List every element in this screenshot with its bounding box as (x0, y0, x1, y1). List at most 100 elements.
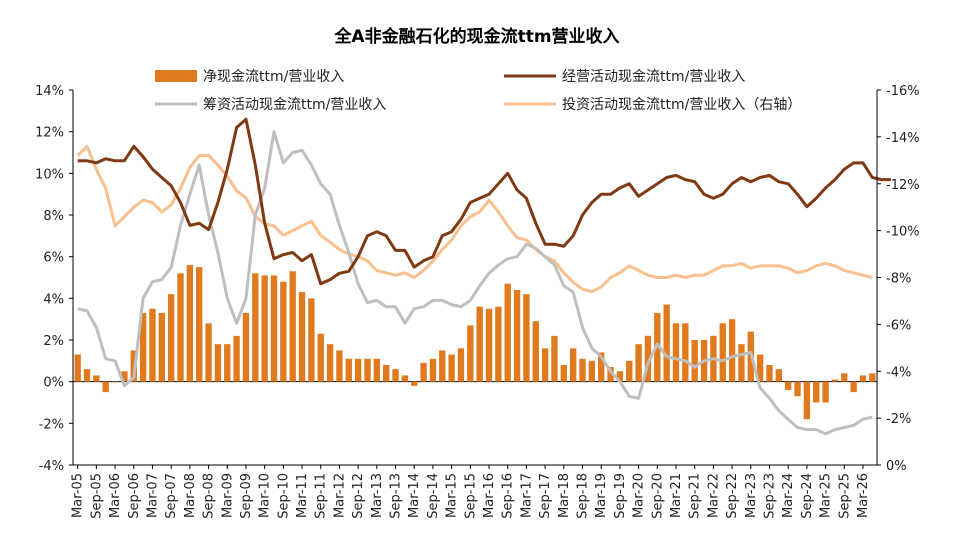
bar-net-cash (111, 381, 119, 383)
bar-net-cash (448, 354, 455, 382)
x-tick-label: Sep-20 (650, 473, 665, 519)
bar-net-cash (457, 348, 465, 382)
bar-net-cash (196, 267, 203, 382)
x-tick-label: Sep-13 (389, 473, 404, 519)
legend-label-financing: 筹资活动现金流ttm/营业收入 (203, 96, 386, 113)
bar-net-cash (803, 381, 811, 420)
bar-net-cash (364, 358, 371, 382)
bar-net-cash (102, 381, 109, 393)
bar-net-cash (467, 325, 474, 382)
x-tick-label: Sep-14 (426, 473, 441, 519)
left-tick-label: 0% (43, 376, 64, 391)
x-tick-label: Mar-23 (744, 473, 759, 518)
bar-net-cash (373, 358, 381, 382)
left-tick-label: -2% (39, 417, 64, 432)
left-axis: 14% 12% 10% 8% 6% 4% 2% 0% -2% -4% (35, 84, 74, 474)
left-tick-label: 12% (35, 126, 64, 141)
bar-net-cash (513, 290, 521, 382)
x-tick-label: Mar-16 (482, 473, 497, 518)
x-tick-label: Sep-12 (351, 473, 366, 519)
bar-net-cash (691, 340, 698, 382)
bar-net-cash (560, 365, 567, 382)
bar-net-cash (859, 375, 867, 382)
bar-net-cash (644, 335, 652, 382)
x-tick-label: Mar-19 (594, 473, 609, 518)
x-tick-label: Sep-25 (837, 473, 852, 519)
bar-net-cash (813, 381, 820, 403)
bar-net-cash (672, 323, 680, 382)
line-operating (77, 117, 891, 286)
bar-net-cash (214, 344, 222, 382)
bar-net-cash (224, 344, 231, 382)
right-tick-label: -16% (886, 84, 920, 99)
bar-net-cash (598, 352, 605, 382)
bar-net-cash (308, 298, 315, 382)
bar-net-cash (626, 360, 633, 382)
x-tick-label: Sep-10 (276, 473, 291, 519)
bar-net-cash (252, 273, 259, 382)
bar-net-cash (728, 319, 736, 382)
bar-net-cash (588, 360, 596, 382)
bar-net-cash (167, 294, 175, 382)
bar-net-cash (289, 271, 296, 382)
right-tick-label: -4% (886, 365, 911, 380)
bar-net-cash (186, 265, 194, 382)
bar-net-cash (121, 371, 128, 382)
bar-net-cash (738, 344, 745, 382)
x-tick-label: Sep-18 (576, 473, 591, 519)
x-tick-label: Mar-25 (819, 473, 834, 518)
x-tick-label: Mar-21 (669, 473, 684, 518)
x-tick-label: Sep-16 (501, 473, 516, 519)
x-tick-label: Sep-24 (800, 473, 815, 519)
bar-net-cash (233, 335, 240, 382)
bar-net-cash (429, 358, 437, 382)
left-tick-label: 8% (43, 209, 64, 224)
right-tick-label: -6% (886, 318, 911, 333)
bar-net-cash (326, 344, 334, 382)
bar-net-cash (616, 371, 624, 382)
left-tick-label: -4% (39, 459, 64, 474)
x-tick-label: Mar-07 (145, 473, 160, 518)
right-tick-label: -14% (886, 131, 920, 146)
bar-net-cash (869, 373, 876, 382)
x-tick-label: Sep-17 (538, 473, 553, 519)
x-tick-label: Sep-06 (127, 473, 142, 519)
bar-net-cash (139, 312, 147, 382)
x-tick-label: Sep-05 (89, 473, 104, 519)
x-tick-label: Mar-11 (295, 473, 310, 518)
x-tick-label: Mar-13 (370, 473, 385, 518)
bar-net-cash (775, 369, 783, 382)
bar-net-cash (242, 312, 250, 382)
x-tick-label: Mar-05 (71, 473, 86, 518)
bar-net-cash (579, 358, 586, 382)
x-tick-label: Sep-23 (762, 473, 777, 519)
bar-net-cash (635, 344, 642, 382)
right-axis: -16% -14% -12% -10% -8% -6% -4% -2% 0% (876, 84, 920, 474)
legend-swatch-net-cash (155, 70, 197, 82)
bar-net-cash (354, 358, 362, 382)
bar-net-cash (607, 367, 614, 382)
bar-net-cash (158, 312, 165, 382)
bar-net-cash (439, 350, 446, 382)
left-tick-label: 10% (35, 167, 64, 182)
x-tick-label: Mar-20 (632, 473, 647, 518)
bar-net-cash (794, 381, 801, 397)
right-tick-label: -2% (886, 412, 911, 427)
bar-net-cash (841, 373, 848, 382)
bar-net-cash (83, 369, 91, 382)
bar-net-cash (551, 335, 558, 382)
x-tick-label: Sep-19 (613, 473, 628, 519)
bar-net-cash (420, 362, 427, 382)
left-tick-label: 2% (43, 334, 64, 349)
x-tick-label: Mar-14 (407, 473, 422, 518)
chart-title: 全A非金融石化的现金流ttm营业收入 (333, 26, 619, 47)
x-tick-label: Mar-17 (519, 473, 534, 518)
bar-net-cash (411, 381, 418, 386)
bar-net-cash (149, 308, 156, 382)
bar-net-cash (298, 292, 306, 382)
bar-net-cash (822, 381, 829, 403)
plot-area (73, 117, 891, 436)
right-tick-label: -8% (886, 272, 911, 287)
legend-label-operating: 经营活动现金流ttm/营业收入 (562, 69, 745, 85)
